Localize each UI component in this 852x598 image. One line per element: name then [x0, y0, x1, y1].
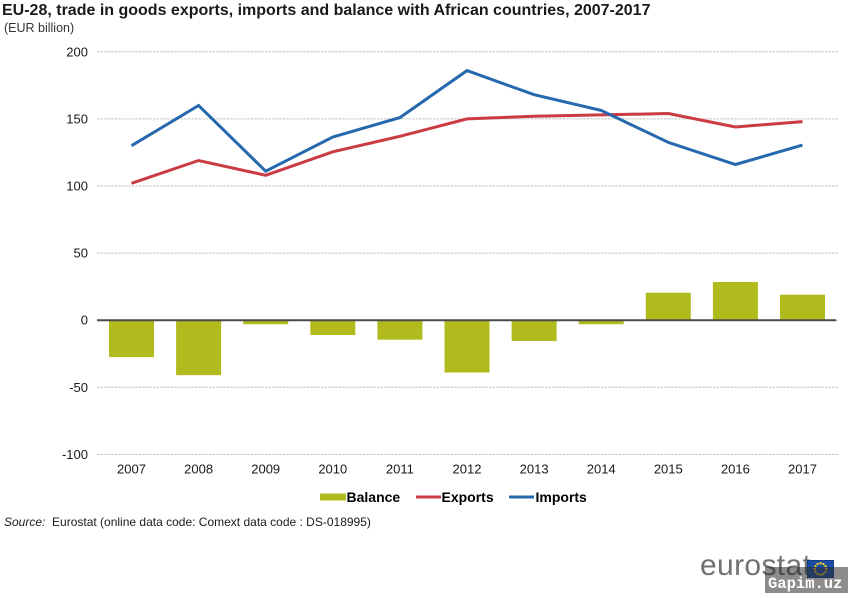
svg-text:150: 150 [66, 111, 88, 126]
svg-text:2008: 2008 [184, 462, 213, 477]
svg-text:50: 50 [74, 246, 88, 261]
svg-text:Balance: Balance [347, 489, 401, 505]
svg-text:2011: 2011 [386, 462, 414, 477]
svg-text:2013: 2013 [520, 462, 549, 477]
svg-text:2007: 2007 [117, 462, 146, 477]
svg-text:Exports: Exports [442, 489, 494, 505]
svg-text:200: 200 [66, 44, 88, 59]
svg-text:100: 100 [66, 179, 88, 194]
svg-text:2016: 2016 [721, 462, 750, 477]
svg-text:0: 0 [81, 313, 88, 328]
svg-text:2014: 2014 [587, 462, 616, 477]
svg-text:2012: 2012 [453, 462, 482, 477]
svg-text:-50: -50 [69, 380, 88, 395]
svg-text:2010: 2010 [318, 462, 347, 477]
svg-text:2017: 2017 [788, 462, 817, 477]
svg-text:Imports: Imports [536, 489, 588, 505]
svg-text:2009: 2009 [251, 462, 280, 477]
svg-text:-100: -100 [62, 447, 88, 462]
svg-text:2015: 2015 [654, 462, 683, 477]
